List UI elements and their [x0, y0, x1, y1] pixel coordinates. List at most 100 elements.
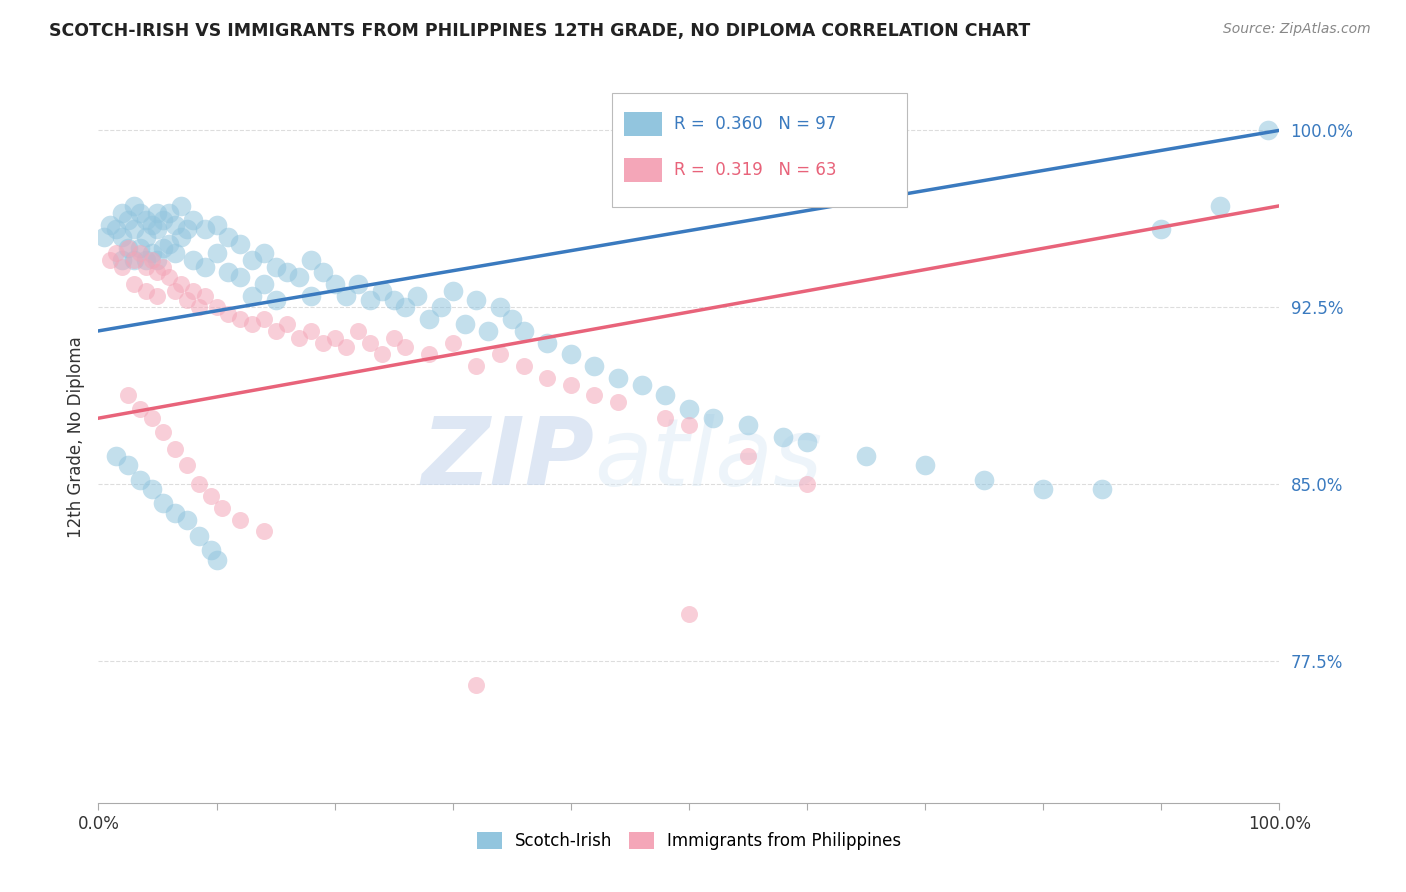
Point	[654, 387, 676, 401]
Point	[194, 288, 217, 302]
Point	[323, 331, 346, 345]
Point	[1091, 482, 1114, 496]
Point	[117, 387, 139, 401]
Point	[335, 340, 357, 354]
Point	[117, 213, 139, 227]
Point	[288, 269, 311, 284]
Point	[128, 473, 150, 487]
Point	[477, 324, 499, 338]
Point	[111, 260, 134, 275]
Point	[170, 229, 193, 244]
Point	[323, 277, 346, 291]
Point	[98, 218, 121, 232]
Point	[583, 387, 606, 401]
Point	[135, 253, 157, 268]
Point	[406, 288, 429, 302]
Point	[229, 513, 252, 527]
Point	[187, 529, 209, 543]
Point	[217, 229, 239, 244]
Point	[371, 347, 394, 361]
Point	[170, 277, 193, 291]
Point	[117, 458, 139, 473]
Point	[276, 317, 298, 331]
Point	[371, 284, 394, 298]
Text: Source: ZipAtlas.com: Source: ZipAtlas.com	[1223, 22, 1371, 37]
Point	[217, 265, 239, 279]
Point	[141, 218, 163, 232]
Point	[176, 222, 198, 236]
Point	[737, 418, 759, 433]
Point	[560, 347, 582, 361]
Point	[229, 269, 252, 284]
Point	[359, 335, 381, 350]
Point	[607, 394, 630, 409]
Point	[122, 222, 145, 236]
Point	[1150, 222, 1173, 236]
Point	[105, 246, 128, 260]
Point	[135, 229, 157, 244]
Point	[1257, 123, 1279, 137]
Point	[122, 253, 145, 268]
Point	[312, 335, 335, 350]
Point	[288, 331, 311, 345]
Point	[607, 371, 630, 385]
Point	[347, 277, 370, 291]
Point	[630, 378, 652, 392]
Text: R =  0.319   N = 63: R = 0.319 N = 63	[673, 161, 837, 179]
Point	[141, 246, 163, 260]
Point	[678, 607, 700, 621]
Point	[359, 293, 381, 308]
Point	[240, 253, 263, 268]
Point	[229, 312, 252, 326]
Point	[240, 317, 263, 331]
Point	[796, 434, 818, 449]
Point	[122, 277, 145, 291]
Point	[205, 553, 228, 567]
Point	[128, 246, 150, 260]
Point	[194, 260, 217, 275]
Point	[181, 253, 204, 268]
Point	[187, 477, 209, 491]
Point	[146, 222, 169, 236]
Text: SCOTCH-IRISH VS IMMIGRANTS FROM PHILIPPINES 12TH GRADE, NO DIPLOMA CORRELATION C: SCOTCH-IRISH VS IMMIGRANTS FROM PHILIPPI…	[49, 22, 1031, 40]
Point	[98, 253, 121, 268]
Point	[105, 222, 128, 236]
Point	[430, 301, 453, 315]
Point	[678, 418, 700, 433]
Point	[702, 411, 724, 425]
Point	[146, 206, 169, 220]
Point	[146, 253, 169, 268]
Point	[152, 241, 174, 255]
Point	[117, 241, 139, 255]
Point	[536, 371, 558, 385]
Point	[678, 401, 700, 416]
Point	[299, 288, 322, 302]
Point	[165, 218, 187, 232]
Point	[253, 312, 276, 326]
Point	[152, 496, 174, 510]
Point	[973, 473, 995, 487]
Point	[253, 524, 276, 539]
Point	[217, 307, 239, 321]
Point	[165, 246, 187, 260]
Point	[418, 312, 440, 326]
Point	[135, 284, 157, 298]
Point	[382, 331, 405, 345]
Point	[111, 206, 134, 220]
Point	[111, 229, 134, 244]
Point	[128, 401, 150, 416]
Point	[560, 378, 582, 392]
Point	[165, 442, 187, 456]
Text: ZIP: ZIP	[422, 413, 595, 505]
Point	[152, 425, 174, 440]
Point	[165, 506, 187, 520]
Point	[157, 236, 180, 251]
Point	[536, 335, 558, 350]
Point	[465, 359, 488, 374]
Point	[205, 301, 228, 315]
Point	[418, 347, 440, 361]
Point	[394, 340, 416, 354]
Point	[122, 199, 145, 213]
Point	[152, 213, 174, 227]
Point	[93, 229, 115, 244]
